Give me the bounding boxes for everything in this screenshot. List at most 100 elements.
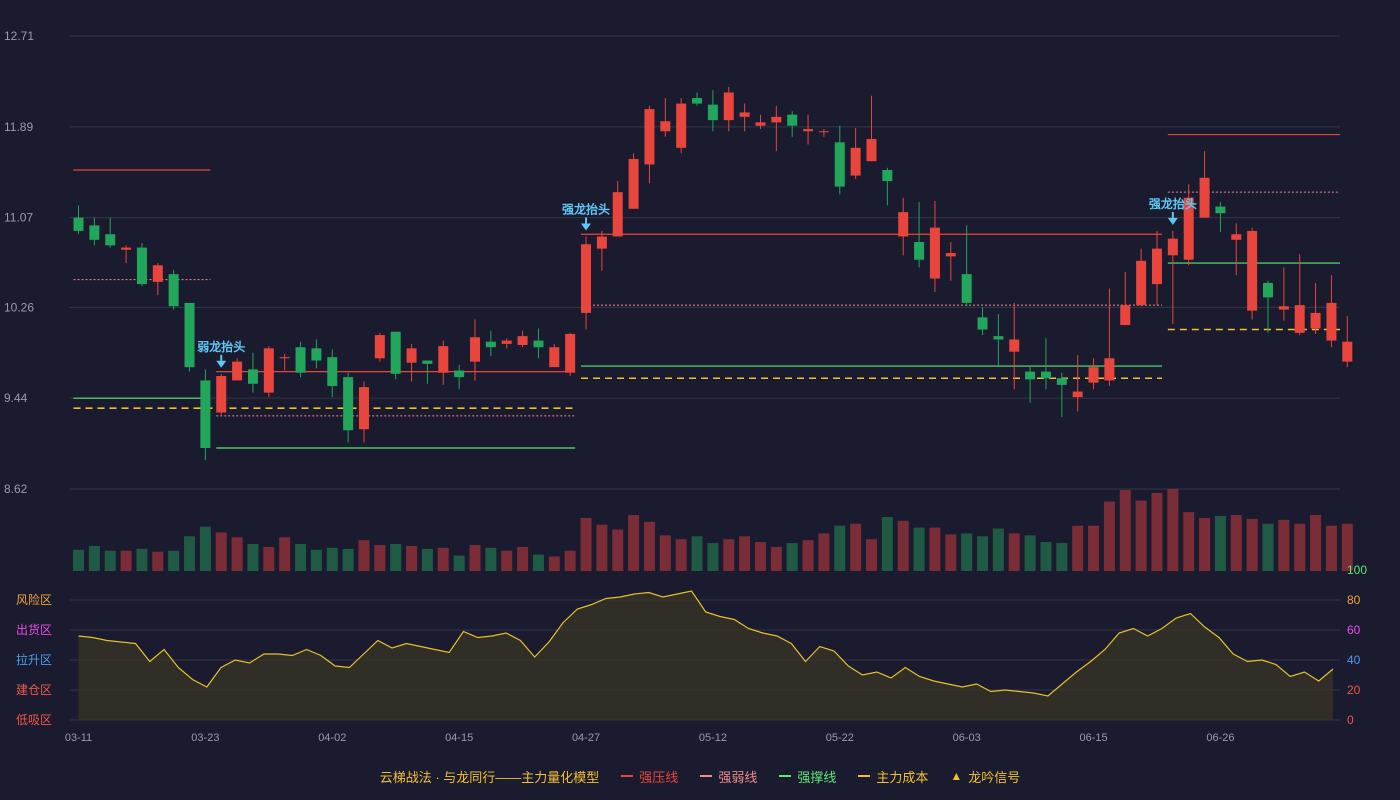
candle: [1151, 230, 1162, 306]
legend-strong-weak[interactable]: 强弱线: [700, 767, 757, 786]
candle: [961, 225, 972, 307]
x-tick-label: 04-02: [318, 732, 346, 744]
candle-body: [581, 244, 592, 313]
volume-bar: [1325, 525, 1337, 571]
candle: [771, 105, 782, 152]
x-tick-label: 06-15: [1079, 732, 1107, 744]
candle: [232, 358, 243, 381]
volume-bar: [421, 548, 433, 571]
candle: [612, 181, 623, 237]
candle-body: [232, 361, 243, 381]
candle: [438, 340, 449, 385]
volume-bar: [628, 515, 640, 571]
legend-dragon-signal[interactable]: ▲ 龙吟信号: [950, 769, 1021, 785]
legend-strong-support[interactable]: 强撑线: [779, 767, 836, 786]
candle-body: [1151, 248, 1162, 285]
volume-bar: [770, 546, 782, 571]
candle-body: [247, 369, 258, 384]
volume-bar: [643, 521, 655, 571]
x-tick-label: 03-23: [191, 732, 219, 744]
volume-bar: [929, 527, 941, 571]
candle-body: [1040, 371, 1051, 379]
volume-bar: [104, 550, 116, 571]
candle: [327, 349, 338, 398]
candle: [263, 346, 274, 398]
candle-body: [898, 212, 909, 237]
candle-body: [818, 131, 829, 133]
osc-right-tick: 40: [1347, 653, 1361, 667]
volume-bar: [247, 543, 259, 571]
candle: [1215, 202, 1226, 233]
candle: [343, 372, 354, 443]
volume-bar: [596, 524, 608, 571]
candle-body: [1072, 391, 1083, 398]
y-tick-label: 12.71: [4, 29, 34, 43]
candle: [898, 197, 909, 256]
candle-body: [707, 104, 718, 121]
candle-body: [454, 370, 465, 378]
candle: [422, 360, 433, 384]
candle: [1278, 267, 1289, 321]
volume-bar: [437, 547, 449, 571]
volume-bar: [342, 548, 354, 571]
volume-bar: [834, 525, 846, 571]
candle: [279, 353, 290, 371]
candle-body: [993, 336, 1004, 340]
candle-body: [1009, 339, 1020, 352]
triangle-up-icon: ▲: [950, 769, 963, 783]
volume-bar: [1135, 500, 1147, 571]
volume-bar: [184, 536, 196, 571]
osc-right-tick: 60: [1347, 623, 1361, 637]
candle: [1183, 184, 1194, 266]
candle-body: [89, 225, 100, 240]
volume-bar: [279, 537, 291, 571]
signal-arrow-icon: [581, 223, 592, 231]
volume-bar: [453, 555, 465, 571]
volume-bar: [1088, 525, 1100, 571]
volume-bar: [517, 546, 529, 571]
osc-right-tick: 20: [1347, 683, 1361, 697]
volume-bar: [501, 550, 513, 571]
candle-body: [977, 317, 988, 330]
candle-body: [1167, 238, 1178, 256]
candle-body: [549, 347, 560, 368]
volume-bar: [1262, 523, 1274, 571]
volume-bar: [818, 533, 830, 571]
candle-body: [1231, 234, 1242, 240]
volume-bar: [580, 517, 592, 571]
osc-zone-label: 风险区: [16, 592, 52, 607]
volume-bar: [120, 550, 132, 571]
candle-body: [343, 377, 354, 431]
volume-bar: [897, 520, 909, 571]
candle-body: [390, 331, 401, 374]
volume-bar: [358, 540, 370, 571]
candle: [803, 114, 814, 145]
candle-body: [882, 170, 893, 182]
osc-right-tick: 0: [1347, 713, 1354, 727]
candle: [247, 352, 258, 393]
volume-bar: [88, 545, 100, 571]
volume-bar: [263, 546, 275, 571]
osc-zone-label: 建仓区: [16, 683, 52, 697]
volume-bar: [866, 539, 877, 571]
volume-bar: [564, 550, 576, 571]
legend-strong-pressure[interactable]: 强压线: [621, 767, 678, 786]
y-tick-label: 11.07: [4, 211, 33, 225]
candle-body: [723, 92, 734, 121]
candle-body: [406, 348, 417, 363]
volume-bar: [961, 533, 973, 571]
volume-bar: [612, 529, 624, 571]
legend-main-cost[interactable]: 主力成本: [858, 767, 928, 786]
y-tick-label: 9.44: [4, 391, 28, 405]
candle: [977, 307, 988, 336]
candle: [168, 269, 179, 310]
volume-bar: [881, 516, 893, 571]
volume-bar: [723, 539, 735, 571]
candle-body: [565, 333, 576, 373]
candle: [707, 90, 718, 132]
candle: [152, 263, 163, 296]
candle-body: [1342, 341, 1353, 362]
candle-body: [755, 122, 766, 126]
osc-right-tick: 100: [1347, 563, 1367, 577]
candle-body: [1183, 197, 1194, 260]
